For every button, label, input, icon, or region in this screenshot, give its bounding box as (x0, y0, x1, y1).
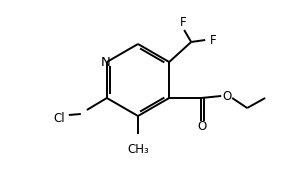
Text: F: F (210, 33, 216, 46)
Text: O: O (223, 90, 232, 103)
Text: CH₃: CH₃ (127, 143, 149, 156)
Text: Cl: Cl (53, 111, 65, 124)
Text: O: O (197, 121, 207, 134)
Text: F: F (180, 17, 186, 30)
Text: N: N (101, 56, 111, 69)
